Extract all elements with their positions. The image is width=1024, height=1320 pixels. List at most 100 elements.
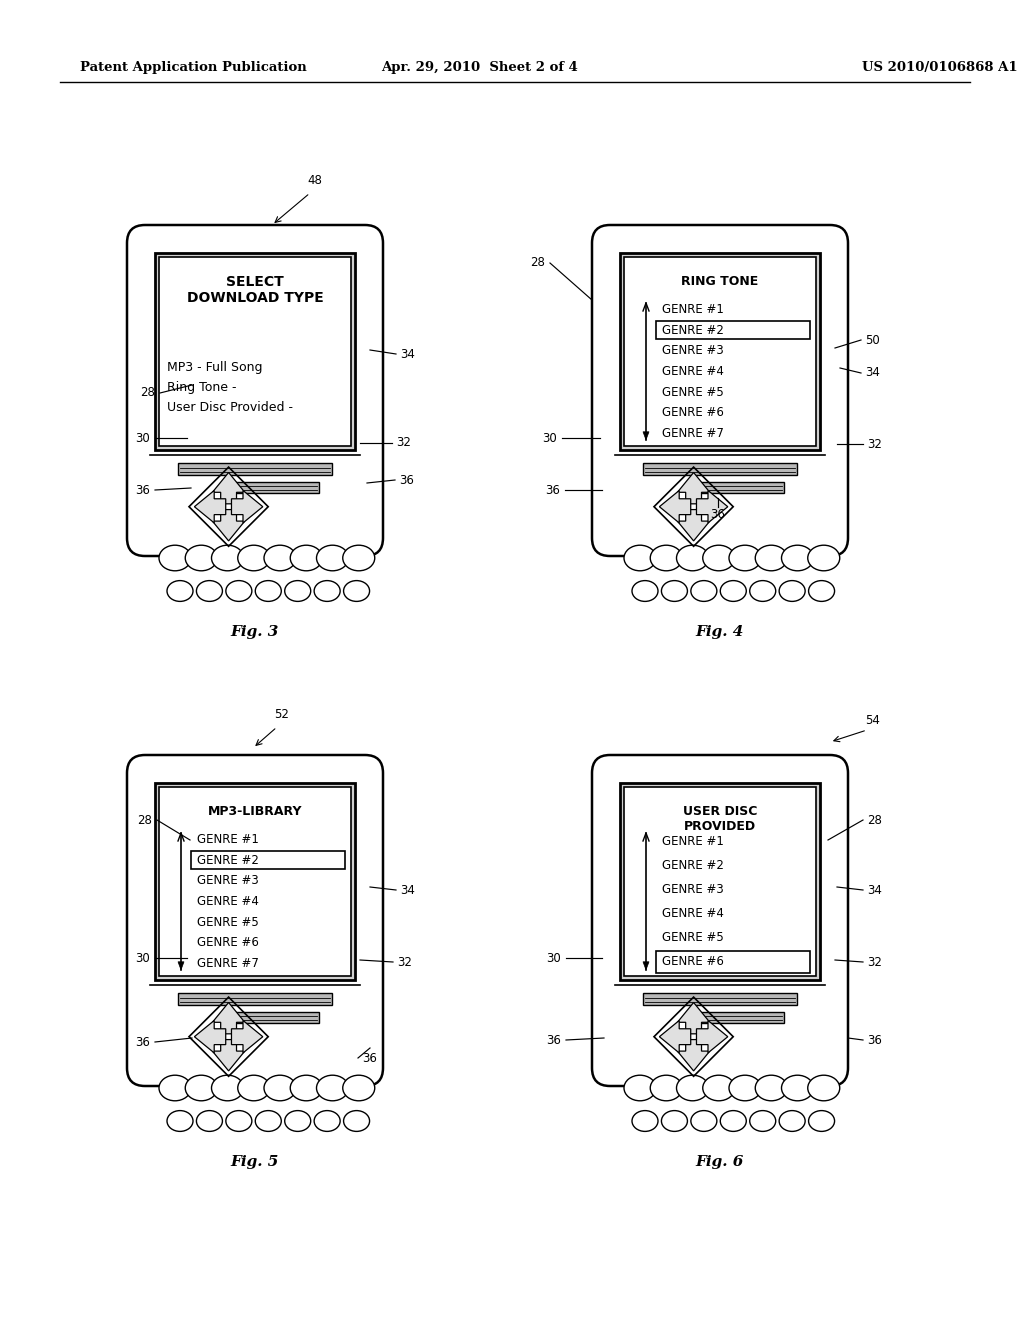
Text: 52: 52 — [274, 709, 290, 722]
Ellipse shape — [691, 1110, 717, 1131]
Text: GENRE #2: GENRE #2 — [662, 323, 724, 337]
Ellipse shape — [720, 1110, 746, 1131]
Ellipse shape — [167, 1110, 193, 1131]
Bar — [191, 850, 345, 870]
Text: GENRE #6: GENRE #6 — [197, 936, 259, 949]
Polygon shape — [212, 510, 245, 541]
Text: GENRE #7: GENRE #7 — [197, 957, 259, 970]
Ellipse shape — [756, 545, 787, 570]
Text: 36: 36 — [867, 1034, 883, 1047]
Text: 36: 36 — [135, 1035, 151, 1048]
Text: 28: 28 — [140, 387, 156, 400]
Ellipse shape — [781, 545, 813, 570]
Text: 36: 36 — [547, 1034, 561, 1047]
Text: 32: 32 — [397, 956, 413, 969]
Text: Patent Application Publication: Patent Application Publication — [80, 62, 307, 74]
Bar — [656, 950, 810, 973]
Bar — [643, 994, 797, 1006]
Bar — [226, 1012, 318, 1023]
Polygon shape — [212, 1002, 245, 1034]
Text: 36: 36 — [711, 508, 725, 521]
Text: User Disc Provided -: User Disc Provided - — [167, 401, 293, 414]
Ellipse shape — [662, 581, 687, 602]
FancyBboxPatch shape — [592, 224, 848, 556]
Ellipse shape — [226, 1110, 252, 1131]
Ellipse shape — [226, 581, 252, 602]
Text: Fig. 5: Fig. 5 — [230, 1155, 280, 1170]
Polygon shape — [643, 432, 649, 440]
Polygon shape — [659, 1020, 691, 1053]
Ellipse shape — [167, 581, 193, 602]
Text: GENRE #5: GENRE #5 — [662, 931, 724, 944]
Ellipse shape — [779, 581, 805, 602]
Bar — [656, 321, 810, 339]
Bar — [159, 257, 351, 446]
Ellipse shape — [702, 1076, 735, 1101]
Ellipse shape — [729, 545, 761, 570]
Text: 30: 30 — [547, 952, 561, 965]
Text: GENRE #1: GENRE #1 — [662, 834, 724, 847]
Ellipse shape — [285, 581, 310, 602]
Polygon shape — [678, 1040, 710, 1071]
Bar — [691, 1012, 783, 1023]
Bar — [155, 783, 355, 979]
Bar — [620, 253, 820, 450]
Ellipse shape — [344, 581, 370, 602]
Polygon shape — [659, 491, 691, 523]
Text: 54: 54 — [865, 714, 881, 726]
Text: RING TONE: RING TONE — [681, 275, 759, 288]
Ellipse shape — [808, 545, 840, 570]
Ellipse shape — [720, 581, 746, 602]
Ellipse shape — [809, 1110, 835, 1131]
Text: 32: 32 — [396, 437, 412, 450]
Ellipse shape — [756, 1076, 787, 1101]
Text: 28: 28 — [137, 813, 153, 826]
Ellipse shape — [255, 1110, 282, 1131]
Ellipse shape — [285, 1110, 310, 1131]
Text: 30: 30 — [135, 432, 151, 445]
FancyBboxPatch shape — [592, 755, 848, 1086]
Polygon shape — [696, 491, 728, 523]
Text: 28: 28 — [867, 813, 883, 826]
Ellipse shape — [197, 581, 222, 602]
Polygon shape — [678, 473, 710, 504]
Text: GENRE #3: GENRE #3 — [662, 345, 724, 358]
Ellipse shape — [238, 1076, 269, 1101]
Text: US 2010/0106868 A1: US 2010/0106868 A1 — [862, 62, 1018, 74]
Text: Fig. 4: Fig. 4 — [696, 624, 744, 639]
Text: GENRE #1: GENRE #1 — [197, 833, 259, 846]
Bar — [178, 463, 332, 475]
Bar — [226, 482, 318, 494]
Text: Ring Tone -: Ring Tone - — [167, 381, 237, 393]
Ellipse shape — [290, 545, 323, 570]
Bar — [624, 787, 816, 975]
Polygon shape — [678, 510, 710, 541]
Text: 30: 30 — [135, 952, 151, 965]
Text: 34: 34 — [865, 367, 881, 380]
Text: GENRE #7: GENRE #7 — [662, 426, 724, 440]
Ellipse shape — [264, 1076, 296, 1101]
Ellipse shape — [809, 581, 835, 602]
Ellipse shape — [197, 1110, 222, 1131]
Text: GENRE #2: GENRE #2 — [662, 859, 724, 871]
Bar — [178, 994, 332, 1006]
Ellipse shape — [212, 545, 244, 570]
Bar — [620, 783, 820, 979]
Ellipse shape — [650, 545, 682, 570]
Ellipse shape — [677, 545, 709, 570]
Ellipse shape — [624, 545, 656, 570]
Ellipse shape — [677, 1076, 709, 1101]
Text: 32: 32 — [867, 437, 883, 450]
Text: GENRE #4: GENRE #4 — [662, 907, 724, 920]
Text: 36: 36 — [135, 483, 151, 496]
Ellipse shape — [702, 545, 735, 570]
Ellipse shape — [290, 1076, 323, 1101]
Polygon shape — [212, 473, 245, 504]
Ellipse shape — [238, 545, 269, 570]
Text: GENRE #5: GENRE #5 — [662, 385, 724, 399]
FancyBboxPatch shape — [127, 755, 383, 1086]
Ellipse shape — [750, 581, 776, 602]
Ellipse shape — [255, 581, 282, 602]
Text: Fig. 3: Fig. 3 — [230, 624, 280, 639]
Ellipse shape — [632, 1110, 658, 1131]
